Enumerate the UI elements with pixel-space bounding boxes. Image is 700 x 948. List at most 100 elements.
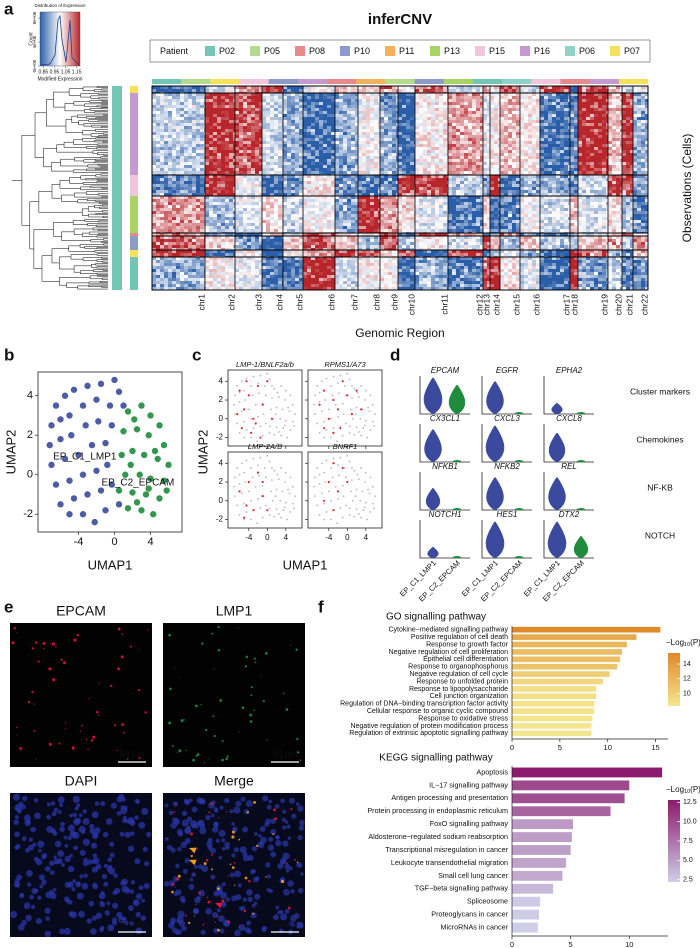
heatmap-cell — [582, 105, 586, 108]
heatmap-cell — [295, 162, 299, 165]
heatmap-cell — [339, 150, 343, 153]
heatmap-cell — [152, 150, 156, 153]
heatmap-cell — [524, 168, 528, 171]
heatmap-cell — [570, 117, 574, 120]
heatmap-cell — [225, 126, 229, 129]
heatmap-cell — [176, 150, 180, 153]
heatmap-cell — [590, 144, 594, 147]
heatmap-cell — [608, 108, 612, 111]
heatmap-cell — [299, 96, 303, 99]
heatmap-cell — [520, 111, 524, 114]
heatmap-cell — [347, 165, 351, 168]
heatmap-cell — [315, 105, 319, 108]
heatmap-cell — [204, 93, 205, 96]
heatmap-cell — [532, 165, 536, 168]
heatmap-cell — [378, 159, 380, 162]
heatmap-cell — [552, 132, 556, 135]
heatmap-cell — [568, 193, 570, 196]
heatmap-cell — [472, 153, 476, 156]
heatmap-cell — [423, 123, 427, 126]
heatmap-cell — [247, 171, 251, 174]
heatmap-cell — [626, 111, 630, 114]
heatmap-cell — [172, 93, 176, 96]
heatmap-cell — [532, 175, 536, 178]
heatmap-cell — [205, 86, 209, 89]
heatmap-cell — [500, 126, 504, 129]
heatmap-cell — [570, 178, 574, 181]
heatmap-cell — [582, 184, 586, 187]
heatmap-cell — [574, 86, 578, 89]
heatmap-cell — [427, 114, 431, 117]
heatmap-cell — [622, 117, 626, 120]
heatmap-cell — [180, 168, 184, 171]
heatmap-cell — [270, 114, 274, 117]
heatmap-cell — [560, 96, 564, 99]
heatmap-cell — [500, 96, 504, 99]
heatmap-cell — [243, 193, 247, 196]
heatmap-cell — [200, 175, 204, 178]
heatmap-cell — [564, 187, 568, 190]
heatmap-cell — [172, 135, 176, 138]
heatmap-cell — [419, 114, 423, 117]
heatmap-cell — [156, 193, 160, 196]
heatmap-cell — [251, 171, 255, 174]
heatmap-cell — [536, 114, 540, 117]
heatmap-cell — [570, 89, 574, 92]
heatmap-cell — [586, 108, 590, 111]
heatmap-cell — [570, 105, 574, 108]
heatmap-cell — [447, 117, 448, 120]
heatmap-cell — [217, 181, 221, 184]
heatmap-cell — [311, 117, 315, 120]
heatmap-cell — [152, 117, 156, 120]
heatmap-cell — [299, 138, 303, 141]
heatmap-cell — [447, 147, 448, 150]
heatmap-cell — [209, 162, 213, 165]
heatmap-cell — [464, 165, 468, 168]
heatmap-cell — [251, 162, 255, 165]
heatmap-cell — [574, 181, 578, 184]
heatmap-cell — [358, 141, 362, 144]
heatmap-cell — [343, 162, 347, 165]
heatmap-cell — [270, 120, 274, 123]
legend-label: P05 — [264, 46, 280, 56]
heatmap-cell — [560, 99, 564, 102]
heatmap-cell — [176, 162, 180, 165]
heatmap-cell — [335, 153, 339, 156]
annotation-bar — [130, 250, 138, 257]
heatmap-cell — [362, 153, 366, 156]
heatmap-cell — [303, 96, 307, 99]
heatmap-cell — [427, 171, 431, 174]
heatmap-cell — [384, 171, 388, 174]
heatmap-cell — [184, 184, 188, 187]
heatmap-cell — [209, 147, 213, 150]
annotation-bar — [502, 79, 532, 84]
heatmap-cell — [255, 175, 259, 178]
heatmap-cell — [516, 111, 520, 114]
heatmap-cell — [184, 144, 188, 147]
heatmap-cell — [406, 165, 410, 168]
heatmap-cell — [283, 108, 287, 111]
heatmap-cell — [483, 153, 487, 156]
heatmap-cell — [520, 86, 524, 89]
heatmap-cell — [582, 93, 586, 96]
heatmap-cell — [630, 93, 633, 96]
heatmap-cell — [282, 86, 283, 89]
heatmap-cell — [532, 129, 536, 132]
heatmap-cell — [217, 165, 221, 168]
heatmap-cell — [366, 141, 370, 144]
colorbar-tick-label: 1.05 — [61, 69, 71, 75]
heatmap-cell — [303, 102, 307, 105]
heatmap-cell — [243, 181, 247, 184]
heatmap-cell — [508, 105, 512, 108]
heatmap-cell — [351, 86, 355, 89]
heatmap-cell — [270, 132, 274, 135]
heatmap-cell — [192, 138, 196, 141]
heatmap-cell — [564, 147, 568, 150]
heatmap-cell — [355, 138, 358, 141]
heatmap-cell — [626, 141, 630, 144]
heatmap-cell — [548, 150, 552, 153]
heatmap-cell — [251, 102, 255, 105]
heatmap-cell — [204, 86, 205, 89]
heatmap-cell — [380, 89, 384, 92]
heatmap-cell — [586, 89, 590, 92]
